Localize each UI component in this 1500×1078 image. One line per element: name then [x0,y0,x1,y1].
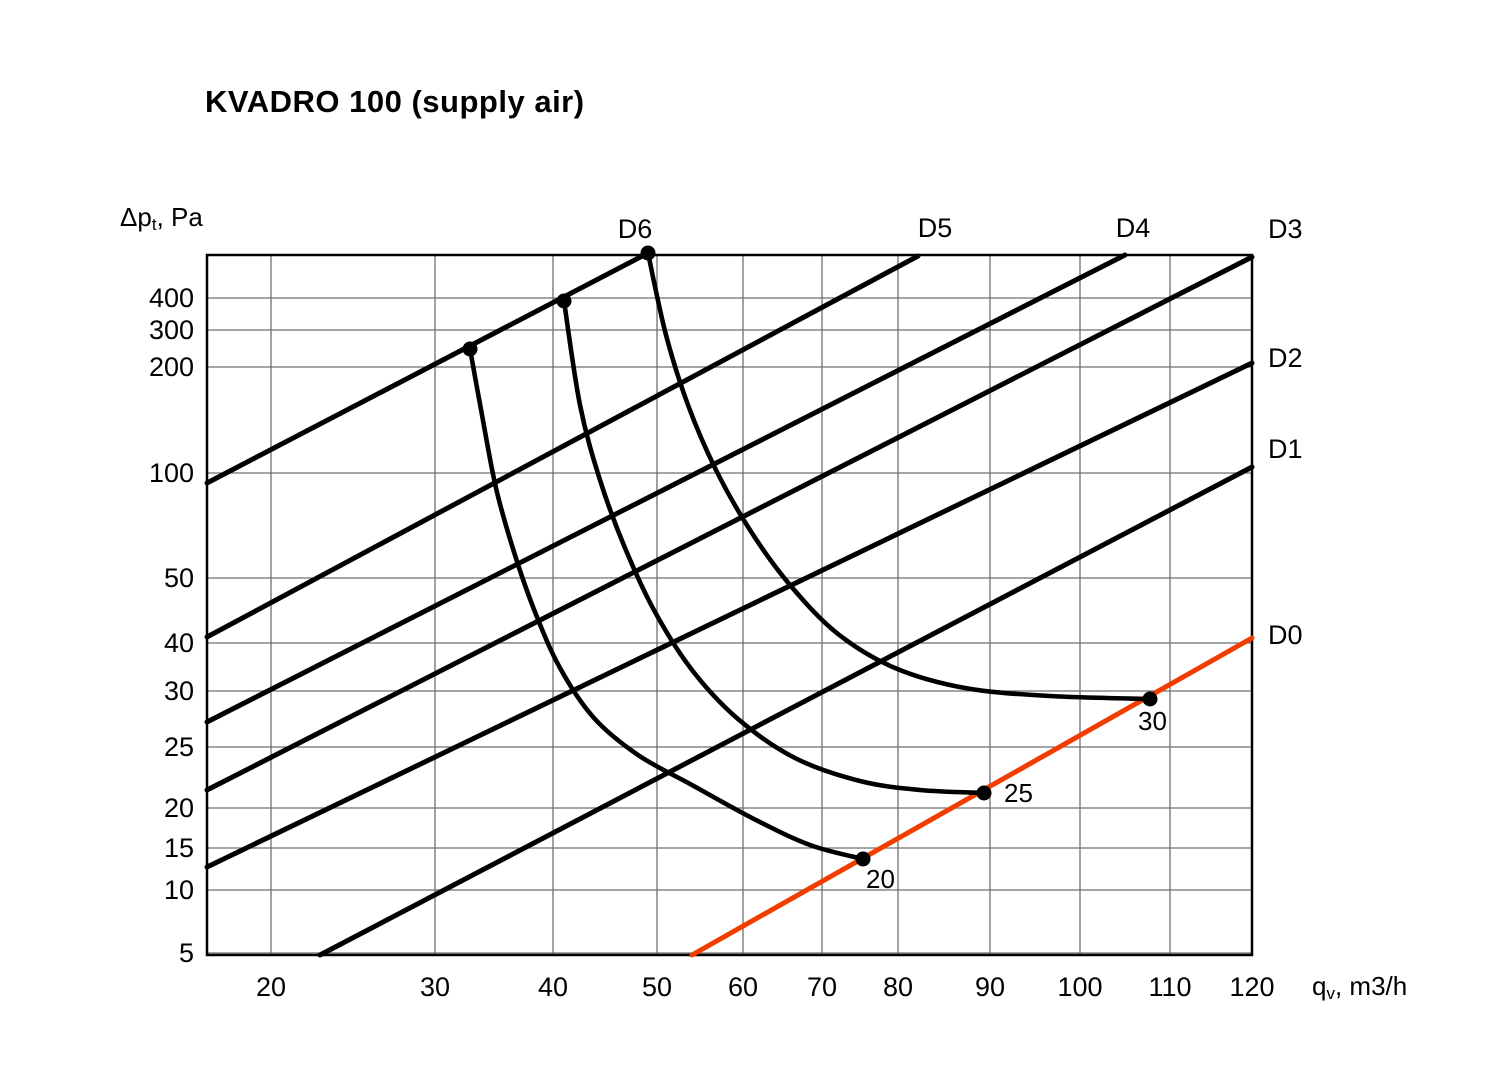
fan-line-label-D6: D6 [618,214,653,244]
fan-line-D5 [204,253,921,640]
operating-point-dot-0 [462,341,478,357]
x-tick-label-50: 50 [642,972,672,1002]
y-tick-label-200: 200 [149,352,194,382]
operating-point-dot-3 [855,851,871,867]
y-axis-title-symbol: Δp [120,202,152,232]
operating-point-dot-4 [976,785,992,801]
y-tick-label-15: 15 [164,833,194,863]
fan-line-label-D4: D4 [1116,213,1151,243]
x-tick-label-40: 40 [538,972,568,1002]
x-tick-label-100: 100 [1057,972,1102,1002]
fan-line-D2 [204,360,1255,870]
fan-line-label-D1: D1 [1268,434,1303,464]
fan-line-D0 [689,635,1255,958]
y-tick-label-25: 25 [164,732,194,762]
fan-line-label-D3: D3 [1268,214,1303,244]
y-axis-title-subscript: t [151,215,157,234]
y-tick-label-10: 10 [164,875,194,905]
x-axis-title: qv, m3/h [1312,971,1408,1003]
x-tick-label-60: 60 [728,972,758,1002]
x-axis-title-subscript: v [1326,984,1335,1003]
fan-line-label-D5: D5 [918,213,953,243]
y-tick-label-400: 400 [149,283,194,313]
speed-curve-label-20: 20 [866,864,895,894]
x-tick-label-120: 120 [1229,972,1274,1002]
y-tick-label-100: 100 [149,458,194,488]
speed-curve-30 [645,250,1153,702]
page-title: KVADRO 100 (supply air) [205,84,585,119]
x-tick-label-80: 80 [883,972,913,1002]
y-tick-label-20: 20 [164,793,194,823]
speed-curve-25 [561,298,987,796]
speed-curve-label-25: 25 [1004,778,1033,808]
x-tick-label-30: 30 [420,972,450,1002]
x-tick-label-20: 20 [256,972,286,1002]
y-tick-label-40: 40 [164,628,194,658]
x-tick-label-90: 90 [975,972,1005,1002]
operating-point-dot-5 [1142,691,1158,707]
operating-point-dot-1 [556,293,572,309]
fan-line-label-D0: D0 [1268,620,1303,650]
x-axis-title-symbol: q [1312,971,1327,1001]
x-axis-title-unit: , m3/h [1334,971,1408,1001]
operating-point-dot-2 [640,245,656,261]
y-tick-label-300: 300 [149,315,194,345]
y-tick-label-5: 5 [179,938,194,968]
fan-line-D1 [317,464,1255,958]
fan-line-D4 [204,252,1128,725]
y-tick-label-30: 30 [164,676,194,706]
fan-line-D6 [204,250,651,486]
y-axis-title-unit: , Pa [156,202,203,232]
plot-border [205,253,1254,957]
fan-line-D3 [204,254,1255,793]
speed-curve-label-30: 30 [1138,706,1167,736]
x-tick-label-70: 70 [807,972,837,1002]
y-tick-label-50: 50 [164,563,194,593]
fan-line-label-D2: D2 [1268,343,1303,373]
y-axis-title: Δpt, Pa [120,202,203,234]
x-tick-label-110: 110 [1148,972,1191,1002]
speed-curve-20 [467,346,866,862]
